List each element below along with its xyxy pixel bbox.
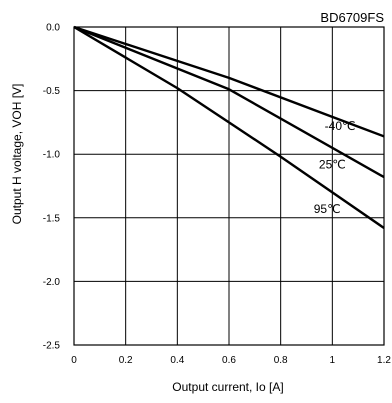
series-label: 25℃ [319, 157, 346, 171]
x-tick-label: 0.2 [119, 355, 133, 366]
y-tick-label: -0.5 [43, 86, 61, 97]
grid [74, 27, 384, 345]
x-tick-label: 0 [71, 355, 77, 366]
plot-frame [73, 26, 385, 346]
y-tick-label: -2.5 [43, 341, 61, 352]
y-tick-label: 0.0 [46, 23, 60, 34]
y-tick-label: -1.5 [43, 213, 61, 224]
series-line [73, 25, 385, 138]
tick-labels: 0 0.2 0.4 0.6 0.8 1 1.2 0.0 -0.5 -1.0 -1.5 -2.0 -2.5 [43, 23, 392, 367]
series-lines [73, 25, 385, 229]
y-axis-title: Output H voltage, VOH [V] [10, 84, 24, 225]
x-tick-label: 0.4 [170, 355, 184, 366]
x-tick-label: 1.2 [377, 355, 391, 366]
series-labels: -40℃ 25℃ 95℃ [314, 119, 356, 216]
y-tick-label: -1.0 [43, 150, 61, 161]
x-tick-label: 0.6 [222, 355, 236, 366]
series-label: 95℃ [314, 202, 341, 216]
chart-title: BD6709FS [320, 10, 384, 25]
x-axis-title: Output current, Io [A] [172, 380, 283, 394]
series-line [73, 25, 385, 229]
x-tick-label: 0.8 [274, 355, 288, 366]
y-tick-label: -2.0 [43, 277, 61, 288]
series-label: -40℃ [325, 119, 356, 133]
x-tick-label: 1 [330, 355, 336, 366]
series-line [73, 25, 385, 179]
